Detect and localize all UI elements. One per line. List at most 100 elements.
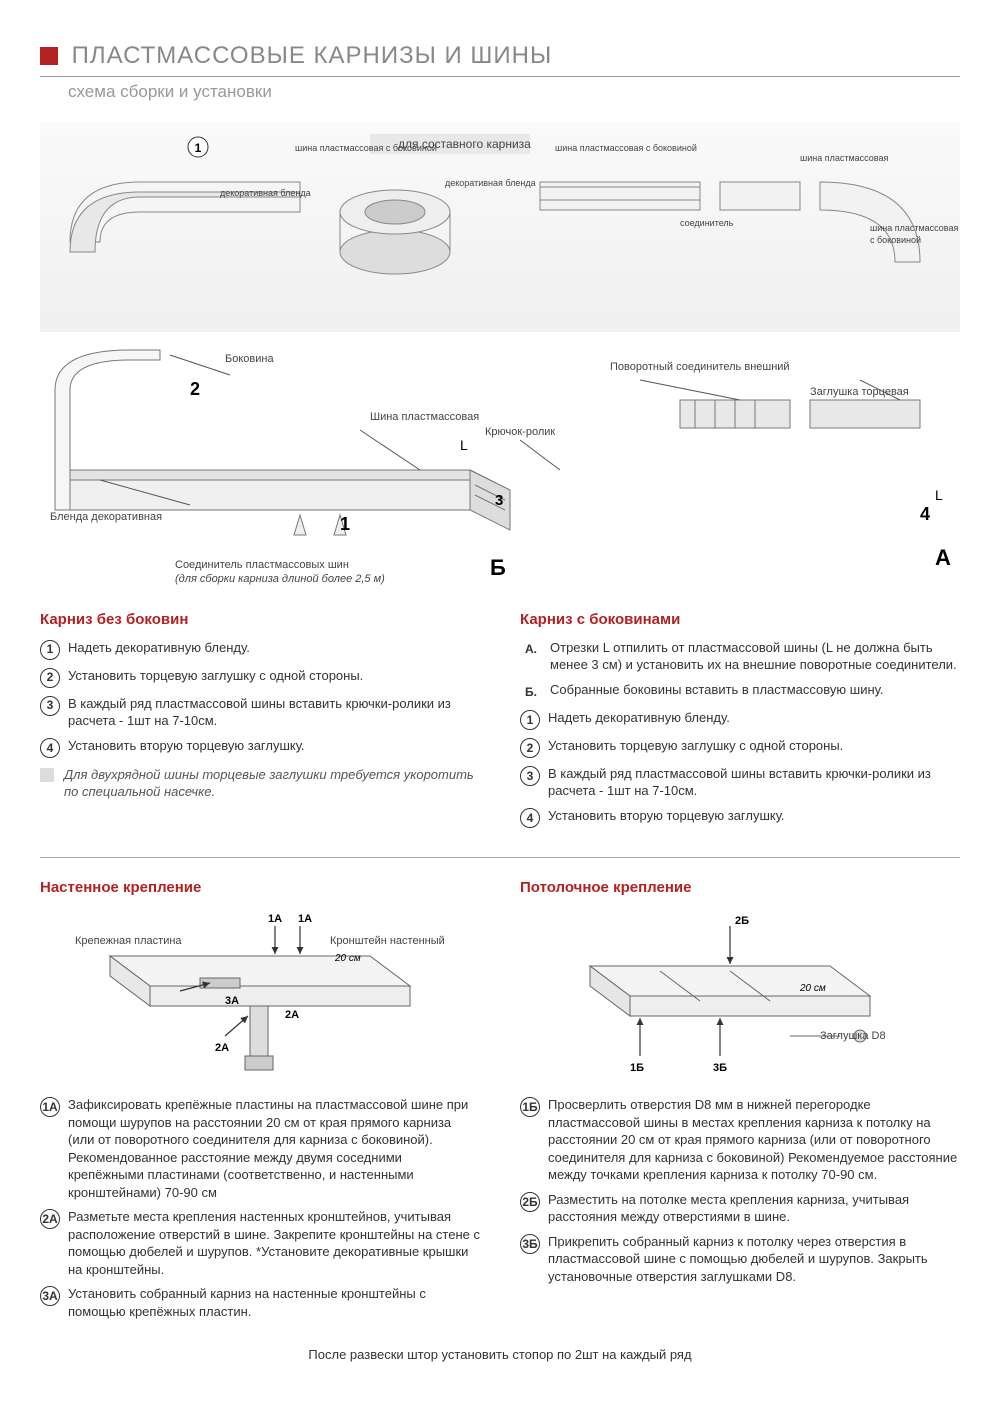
step: 3Б Прикрепить собранный карниз к потолку … — [520, 1233, 960, 1286]
col-left: Карниз без боковин 1 Надеть декоративную … — [40, 604, 480, 834]
step-text: Прикрепить собранный карниз к потолку че… — [548, 1233, 960, 1286]
top-diagram-row: 1 шина пластмассовая с боковиной декорат… — [40, 122, 960, 332]
svg-text:20 см: 20 см — [334, 953, 361, 964]
step: 2Б Разместить на потолке места крепления … — [520, 1191, 960, 1226]
svg-text:20 см: 20 см — [799, 983, 826, 994]
lbl-soed: Соединитель пластмассовых шин — [175, 558, 349, 573]
step-num: 3 — [40, 696, 60, 716]
step-text: Просверлить отверстия D8 мм в нижней пер… — [548, 1096, 960, 1184]
step-text: Установить торцевую заглушку с одной сто… — [548, 737, 960, 755]
step-num: 2Б — [520, 1192, 540, 1212]
note-marker — [40, 768, 54, 782]
step: Б. Собранные боковины вставить в пластмас… — [520, 681, 960, 702]
note-row: Для двухрядной шины торцевые заглушки тр… — [40, 766, 480, 801]
svg-text:L: L — [460, 437, 468, 453]
step-num: 1Б — [520, 1097, 540, 1117]
top-label-center: для составного карниза — [398, 136, 531, 152]
step-num: 1 — [40, 640, 60, 660]
svg-text:1А: 1А — [298, 913, 312, 925]
svg-text:2: 2 — [190, 379, 200, 399]
step-num: 2 — [520, 738, 540, 758]
lbl-zagl: Заглушка торцевая — [810, 385, 909, 400]
page-title: ПЛАСТМАССОВЫЕ КАРНИЗЫ И ШИНЫ — [72, 40, 553, 72]
step: 1А Зафиксировать крепёжные пластины на пл… — [40, 1096, 480, 1201]
step-text: Установить вторую торцевую заглушку. — [68, 737, 480, 755]
lbl-bokovina: Боковина — [225, 352, 274, 367]
svg-text:1: 1 — [340, 514, 350, 534]
step-letter: Б. — [520, 682, 542, 702]
svg-text:3: 3 — [495, 492, 503, 509]
step: 1 Надеть декоративную бленду. — [520, 709, 960, 730]
step-num: 1 — [520, 710, 540, 730]
step-text: Разметьте места крепления настенных крон… — [68, 1208, 480, 1278]
note-text: Для двухрядной шины торцевые заглушки тр… — [64, 766, 480, 801]
top-label-blenda: декоративная бленда — [220, 187, 311, 199]
lbl-povorot: Поворотный соединитель внешний — [610, 360, 790, 375]
top-label-r1: шина пластмассовая с боковиной — [555, 142, 697, 154]
step-num: 3Б — [520, 1234, 540, 1254]
svg-text:1А: 1А — [268, 913, 282, 925]
step-num: 2А — [40, 1209, 60, 1229]
top-label-r5: шина пластмассовая с боковиной — [870, 222, 960, 246]
step: 1Б Просверлить отверстия D8 мм в нижней п… — [520, 1096, 960, 1184]
page-subtitle: схема сборки и установки — [68, 81, 960, 104]
page-header: ПЛАСТМАССОВЫЕ КАРНИЗЫ И ШИНЫ — [40, 40, 960, 77]
step-text: Собранные боковины вставить в пластмассо… — [550, 681, 960, 699]
svg-text:1: 1 — [195, 141, 202, 155]
svg-text:L: L — [935, 487, 943, 503]
ceiling-diagram: 2Б 1Б 3Б 20 см Заглушка D8 — [520, 906, 960, 1086]
svg-text:3Б: 3Б — [713, 1062, 727, 1074]
lbl-bracket: Кронштейн настенный — [330, 934, 445, 949]
mounting-columns: Настенное крепление — [40, 872, 960, 1328]
step-text: Разместить на потолке места крепления ка… — [548, 1191, 960, 1226]
instructions-columns: Карниз без боковин 1 Надеть декоративную … — [40, 604, 960, 834]
svg-text:2А: 2А — [285, 1009, 299, 1021]
step-num: 4 — [40, 738, 60, 758]
step-text: Надеть декоративную бленду. — [548, 709, 960, 727]
step-text: Установить вторую торцевую заглушку. — [548, 807, 960, 825]
step-letter: А. — [520, 640, 542, 660]
svg-text:А: А — [935, 545, 951, 570]
step-num: 2 — [40, 668, 60, 688]
section-divider — [40, 857, 960, 858]
step: 1 Надеть декоративную бленду. — [40, 639, 480, 660]
svg-text:4: 4 — [920, 504, 930, 524]
lbl-shina: Шина пластмассовая — [370, 410, 479, 425]
step-text: В каждый ряд пластмассовой шины вставить… — [548, 765, 960, 800]
svg-text:Б: Б — [490, 555, 506, 580]
step: 2А Разметьте места крепления настенных кр… — [40, 1208, 480, 1278]
top-label-r2: декоративная бленда — [445, 177, 536, 189]
step: 2 Установить торцевую заглушку с одной ст… — [520, 737, 960, 758]
step-num: 1А — [40, 1097, 60, 1117]
step-num: 3А — [40, 1286, 60, 1306]
title-wall: Настенное крепление — [40, 878, 480, 898]
svg-text:3А: 3А — [225, 995, 239, 1007]
step-text: Установить торцевую заглушку с одной сто… — [68, 667, 480, 685]
step-text: Установить собранный карниз на настенные… — [68, 1285, 480, 1320]
title-ceiling: Потолочное крепление — [520, 878, 960, 898]
step: 4 Установить вторую торцевую заглушку. — [40, 737, 480, 758]
step: 3В каждый ряд пластмассовой шины вставит… — [520, 765, 960, 800]
step: 3 В каждый ряд пластмассовой шины вставит… — [40, 695, 480, 730]
title-no-sides: Карниз без боковин — [40, 610, 480, 630]
step: А. Отрезки L отпилить от пластмассовой ши… — [520, 639, 960, 674]
step-text: Отрезки L отпилить от пластмассовой шины… — [550, 639, 960, 674]
step: 3А Установить собранный карниз на настенн… — [40, 1285, 480, 1320]
svg-text:1Б: 1Б — [630, 1062, 644, 1074]
wall-diagram: 1А 1А 3А 2А 2А 20 см Крепежная пластина … — [40, 906, 480, 1086]
accent-square — [40, 47, 58, 65]
col-right: Карниз с боковинами А.Отрезки L отпилить… — [520, 604, 960, 834]
lbl-kryuchok: Крючок-ролик — [485, 425, 555, 440]
lbl-plug: Заглушка D8 — [820, 1029, 886, 1044]
lbl-blenda: Бленда декоративная — [50, 510, 162, 525]
svg-text:2А: 2А — [215, 1042, 229, 1054]
exploded-diagram: Б А 1 2 3 4 L L Боковина Шина пластмассо… — [40, 340, 960, 590]
step: 2 Установить торцевую заглушку с одной ст… — [40, 667, 480, 688]
step-text: Надеть декоративную бленду. — [68, 639, 480, 657]
wall-mount-col: Настенное крепление — [40, 872, 480, 1328]
step-text: В каждый ряд пластмассовой шины вставить… — [68, 695, 480, 730]
lbl-plate: Крепежная пластина — [75, 934, 182, 949]
step-num: 4 — [520, 808, 540, 828]
top-label-r4: соединитель — [680, 217, 733, 229]
step-text: Зафиксировать крепёжные пластины на плас… — [68, 1096, 480, 1201]
